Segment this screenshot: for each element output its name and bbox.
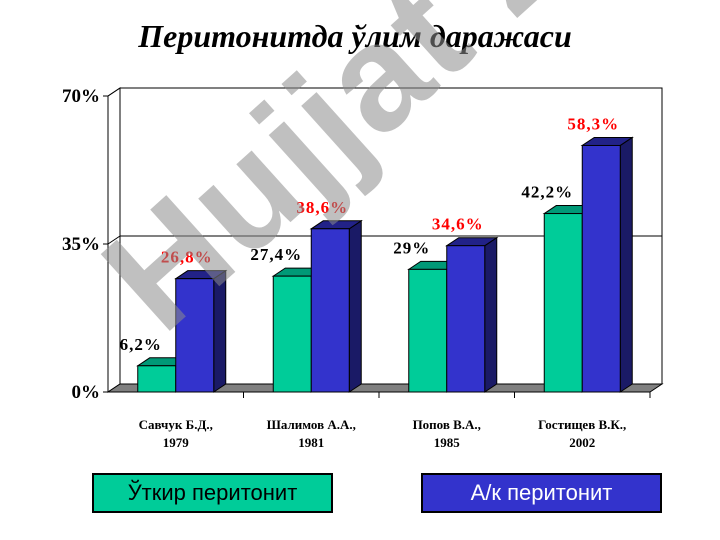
x-tick-label: Савчук Б.Д., (139, 417, 213, 432)
x-tick-label: 1981 (298, 435, 324, 450)
legend-acute-peritonitis: Ўткир перитонит (92, 473, 333, 513)
x-tick-label: Гостищев В.К., (538, 417, 626, 432)
x-tick-label: 1979 (163, 435, 190, 450)
data-label-ak: 26,8% (161, 248, 213, 267)
data-label-ak: 34,6% (432, 215, 484, 234)
data-label-acute: 42,2% (521, 183, 573, 202)
bar-acute (408, 268, 448, 393)
y-tick-label: 35% (62, 234, 100, 255)
data-label-acute: 27,4% (250, 245, 302, 264)
data-label-ak: 38,6% (296, 198, 348, 217)
chart-title: Перитонитда ўлим даражаси (138, 18, 572, 54)
x-tick-label: Попов В.А., (413, 417, 481, 432)
bar-side-ak (484, 236, 498, 393)
bar-chart: 0% 35% 70% 6,2% 26,8% Савчук Б.Д., 1979 27,4% 38… (62, 86, 664, 450)
x-tick-label: 2002 (569, 435, 595, 450)
bar-side-ak (348, 219, 362, 393)
bar-side-ak (213, 269, 227, 393)
data-label-acute: 6,2% (120, 335, 162, 354)
x-tick-label: Шалимов А.А., (267, 417, 356, 432)
bar-ak (310, 228, 350, 393)
bar-acute (272, 275, 312, 393)
bar-acute (137, 365, 177, 393)
x-tick-label: 1985 (434, 435, 461, 450)
y-tick-label: 70% (62, 86, 100, 107)
bar-side-ak (619, 136, 633, 393)
legend-ak-peritonitis: А/к перитонит (421, 473, 662, 513)
data-label-acute: 29% (393, 238, 430, 257)
bar-ak (581, 144, 621, 393)
y-tick-label: 0% (72, 382, 101, 403)
gridline-side (107, 235, 121, 245)
bar-ak (175, 278, 215, 393)
bar-acute (543, 213, 583, 393)
bar-ak (446, 245, 486, 393)
gridline-side (107, 87, 121, 97)
data-label-ak: 58,3% (567, 114, 619, 133)
